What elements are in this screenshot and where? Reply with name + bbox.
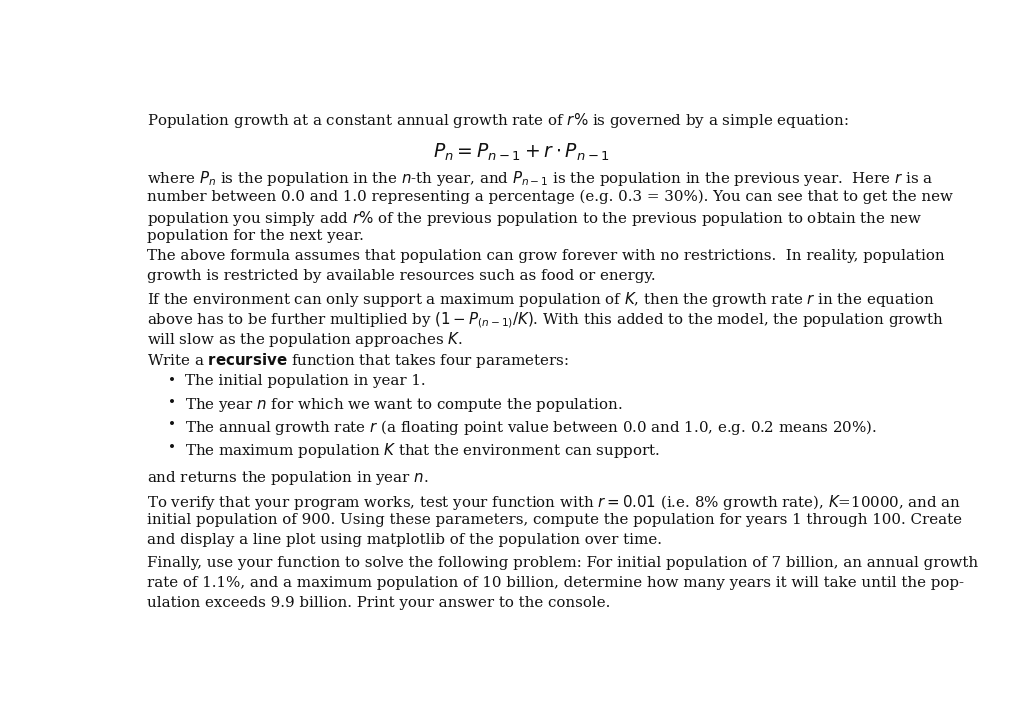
Text: ulation exceeds 9.9 billion. Print your answer to the console.: ulation exceeds 9.9 billion. Print your … — [147, 595, 611, 610]
Text: where $P_n$ is the population in the $n$-th year, and $P_{n-1}$ is the populatio: where $P_n$ is the population in the $n$… — [147, 170, 934, 188]
Text: Population growth at a constant annual growth rate of $r\%$ is governed by a sim: Population growth at a constant annual g… — [147, 111, 849, 130]
Text: growth is restricted by available resources such as food or energy.: growth is restricted by available resour… — [147, 269, 656, 283]
Text: •: • — [168, 374, 176, 388]
Text: To verify that your program works, test your function with $r = 0.01$ (i.e. 8% g: To verify that your program works, test … — [147, 493, 961, 512]
Text: will slow as the population approaches $K$.: will slow as the population approaches $… — [147, 330, 462, 349]
Text: population for the next year.: population for the next year. — [147, 229, 363, 243]
Text: The year $n$ for which we want to compute the population.: The year $n$ for which we want to comput… — [185, 396, 622, 414]
Text: •: • — [168, 396, 176, 411]
Text: The maximum population $K$ that the environment can support.: The maximum population $K$ that the envi… — [185, 441, 660, 459]
Text: initial population of 900. Using these parameters, compute the population for ye: initial population of 900. Using these p… — [147, 513, 962, 526]
Text: Write a $\bf{recursive}$ function that takes four parameters:: Write a $\bf{recursive}$ function that t… — [147, 351, 569, 370]
Text: rate of 1.1%, and a maximum population of 10 billion, determine how many years i: rate of 1.1%, and a maximum population o… — [147, 576, 964, 590]
Text: •: • — [168, 441, 176, 454]
Text: population you simply add $r\%$ of the previous population to the previous popul: population you simply add $r\%$ of the p… — [147, 209, 922, 228]
Text: The above formula assumes that population can grow forever with no restrictions.: The above formula assumes that populatio… — [147, 249, 945, 263]
Text: The initial population in year 1.: The initial population in year 1. — [185, 374, 426, 388]
Text: and returns the population in year $n$.: and returns the population in year $n$. — [147, 470, 429, 487]
Text: $P_n = P_{n-1} + r \cdot P_{n-1}$: $P_n = P_{n-1} + r \cdot P_{n-1}$ — [434, 142, 610, 163]
Text: number between 0.0 and 1.0 representing a percentage (e.g. 0.3 = 30%). You can s: number between 0.0 and 1.0 representing … — [147, 189, 953, 203]
Text: Finally, use your function to solve the following problem: For initial populatio: Finally, use your function to solve the … — [147, 556, 978, 569]
Text: and display a line plot using matplotlib of the population over time.: and display a line plot using matplotlib… — [147, 533, 662, 546]
Text: •: • — [168, 418, 176, 432]
Text: If the environment can only support a maximum population of $K$, then the growth: If the environment can only support a ma… — [147, 290, 935, 309]
Text: above has to be further multiplied by $(1 - P_{(n-1)}/K)$. With this added to th: above has to be further multiplied by $(… — [147, 310, 944, 329]
Text: The annual growth rate $r$ (a floating point value between 0.0 and 1.0, e.g. 0.2: The annual growth rate $r$ (a floating p… — [185, 418, 876, 437]
